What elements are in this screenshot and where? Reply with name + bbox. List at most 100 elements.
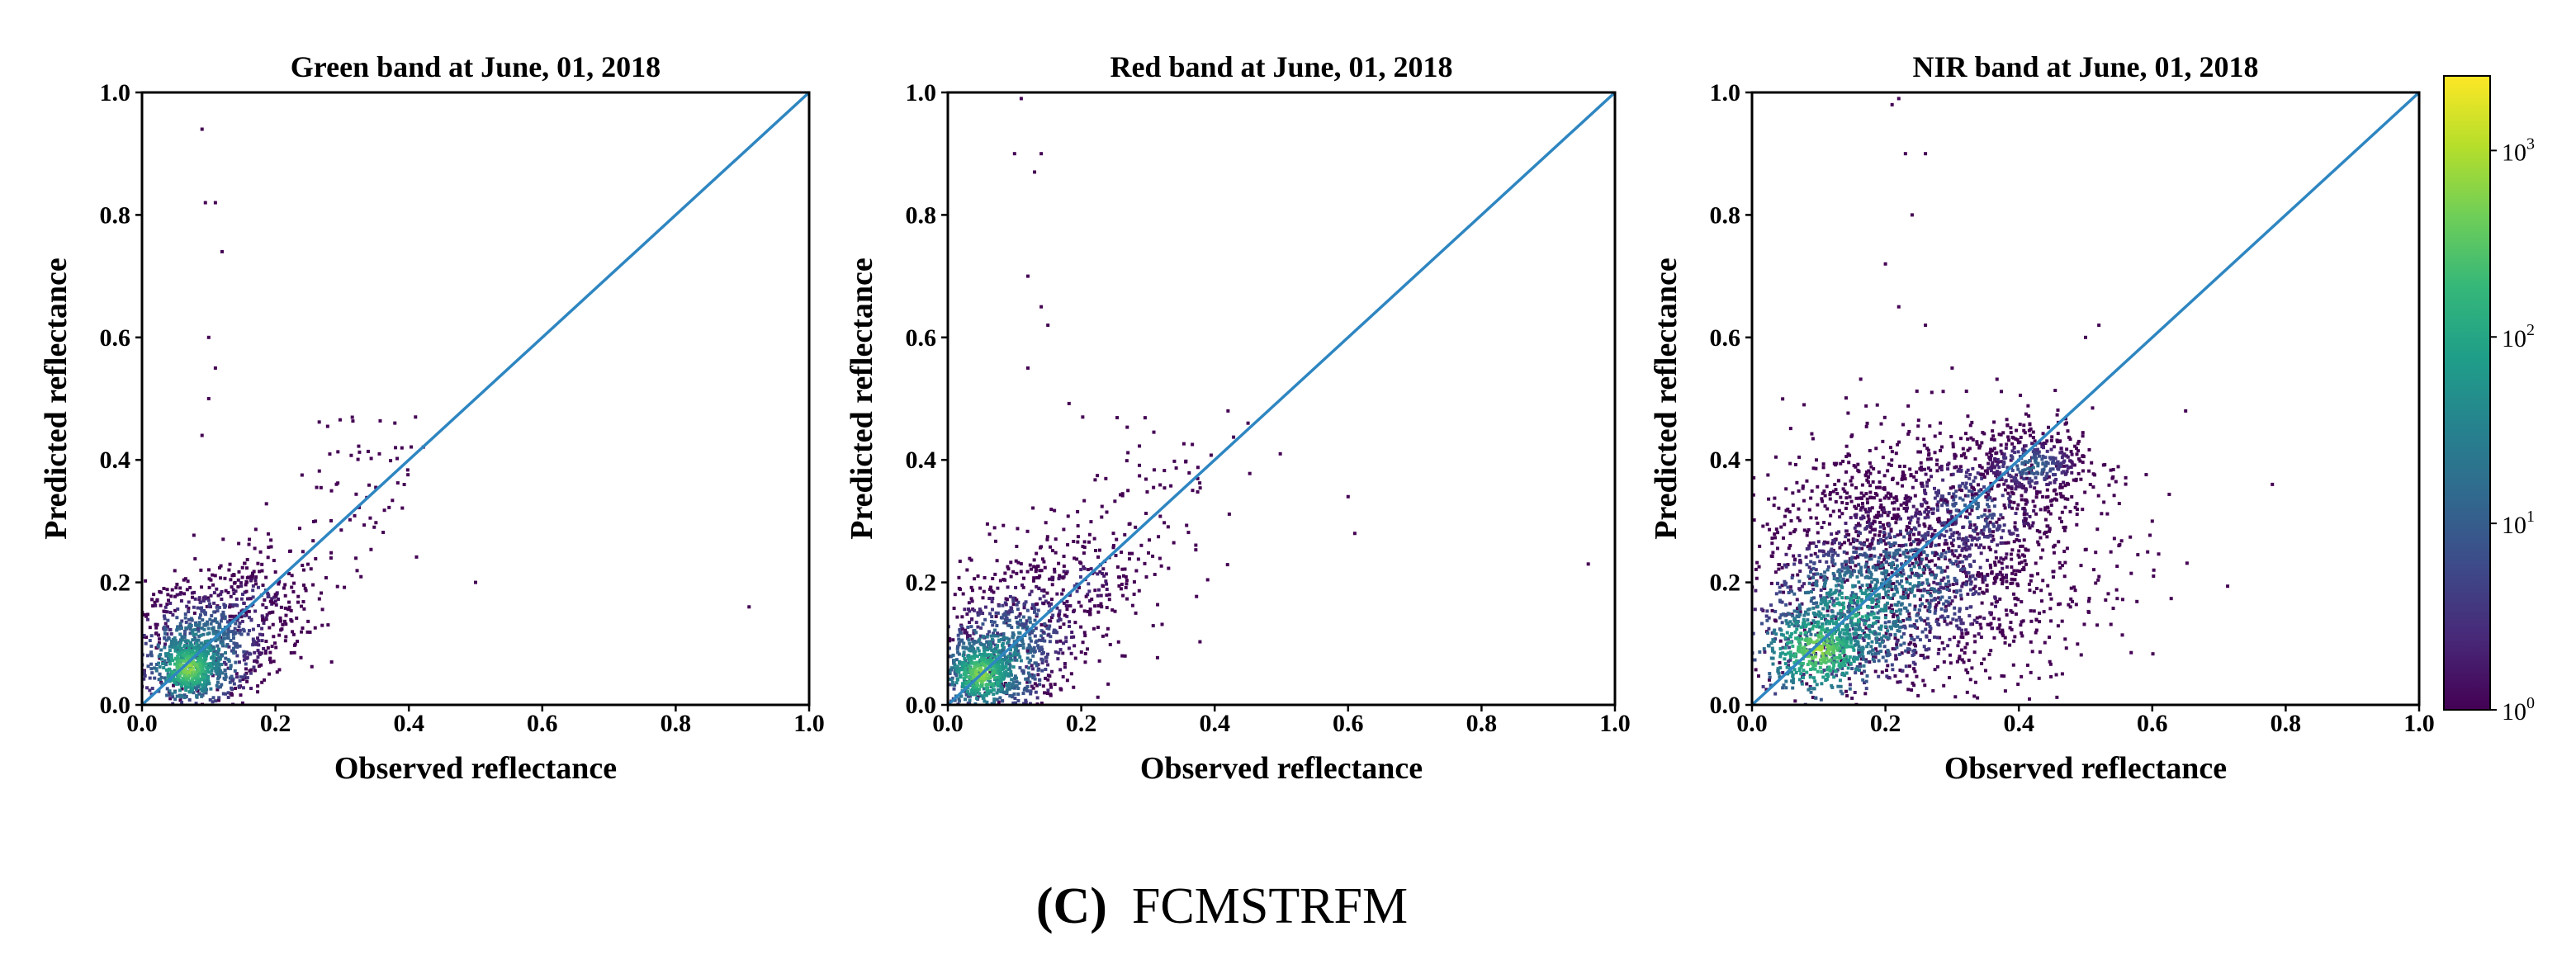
density-point [1801,484,1805,489]
density-point [305,630,310,634]
outlier-point [1025,366,1030,370]
density-point [2095,623,2100,627]
plot-frame [140,91,811,707]
density-point [972,608,976,612]
density-point [1004,614,1008,618]
outlier-point [206,397,211,400]
density-point [1008,667,1012,671]
density-point [1918,450,1922,454]
density-point [957,697,961,701]
density-point [949,683,953,687]
outlier-point [206,335,211,339]
density-point [1105,582,1109,586]
density-point [1998,524,2002,528]
density-point [163,652,168,656]
density-point [1172,541,1176,545]
density-point [178,592,182,596]
density-point [217,622,221,626]
density-point [2062,550,2067,554]
density-point [1248,471,1252,475]
density-point [168,662,173,666]
density-point [1006,585,1010,589]
density-point [1925,563,1929,567]
density-point [260,562,264,566]
density-point [1949,621,1953,625]
density-point [1926,466,1930,470]
density-point [1815,458,1819,462]
density-point [193,672,197,676]
density-point [1788,427,1792,431]
density-point [249,652,253,656]
density-point [1952,589,1956,593]
density-point [232,641,236,645]
density-point [1865,478,1869,482]
density-point [195,639,199,643]
density-point [988,646,992,650]
density-point [1864,404,1868,408]
density-point [997,700,1001,704]
density-point [1965,516,1969,520]
density-point [357,444,361,448]
density-point [210,613,214,617]
density-point [216,650,220,655]
density-point [1001,657,1005,661]
density-point [1035,614,1039,618]
density-point [2054,464,2058,468]
density-point [976,574,980,578]
density-point [1884,631,1888,636]
density-point [291,630,295,634]
density-point [1014,616,1018,620]
density-point [1949,509,1953,513]
density-point [1886,513,1890,518]
density-point [1874,587,1878,591]
density-point [1967,658,1971,662]
density-point [1088,610,1092,614]
density-point [1915,542,1920,546]
outlier-point [414,415,418,419]
density-point [1013,684,1017,688]
density-point [237,612,241,616]
density-point [2034,628,2039,632]
density-point [1002,658,1006,662]
density-point [2012,500,2016,504]
density-point [1035,664,1039,668]
density-point [240,619,244,623]
density-point [2056,408,2060,412]
density-point [1948,558,1952,562]
density-point [190,654,194,658]
density-point [1922,565,1926,569]
density-point [1893,674,1897,678]
density-point [965,612,969,617]
density-point [1123,567,1127,571]
density-point [2019,435,2023,439]
density-point [996,649,1000,653]
density-point [243,561,247,565]
density-point [205,620,209,624]
density-point [221,613,225,617]
density-point [1773,570,1778,574]
density-point [964,645,968,650]
density-point [400,506,405,510]
density-point [1115,565,1120,570]
density-point [1923,605,1927,609]
density-point [1922,443,1926,447]
density-point [2015,428,2019,433]
density-point [1843,482,1847,486]
density-point [969,677,973,681]
density-point [233,631,237,636]
density-point [2020,461,2024,465]
density-point [149,644,154,648]
density-point [1870,541,1874,546]
density-point [2011,479,2015,483]
density-point [182,680,187,684]
density-point [191,680,195,684]
density-point [1944,604,1948,608]
density-point [956,650,960,655]
density-point [1914,527,1918,532]
density-point [2031,499,2035,503]
density-point [178,679,182,683]
density-point [1081,640,1085,645]
density-point [1090,598,1094,602]
density-point [1056,657,1060,661]
density-point [145,654,149,658]
